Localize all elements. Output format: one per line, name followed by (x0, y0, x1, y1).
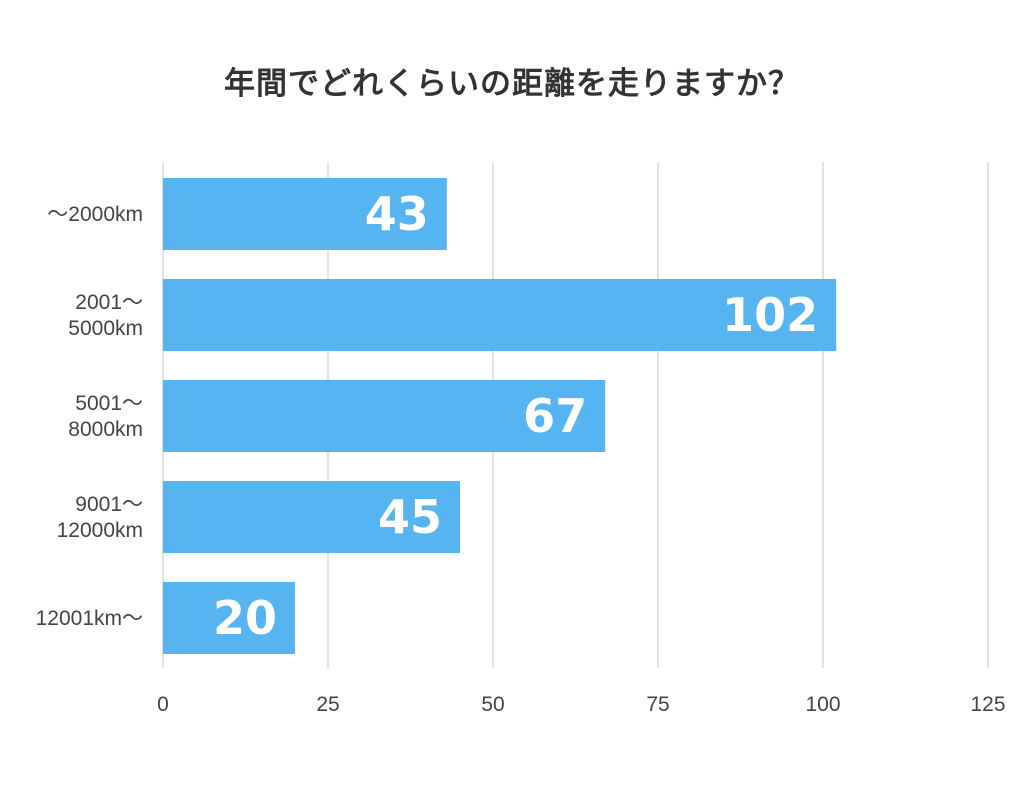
x-axis-tick-labels: 0 25 50 75 100 125 (157, 693, 1005, 716)
category-label-line: 8000km (68, 418, 143, 441)
bar (163, 380, 606, 452)
bar (163, 582, 295, 654)
bars (163, 178, 837, 654)
category-label: 9001〜 12000km (57, 493, 143, 542)
category-label-line: 9001〜 (75, 493, 143, 516)
chart-title: 年間でどれくらいの距離を走りますか？ (224, 66, 800, 102)
x-tick-label: 0 (157, 693, 169, 716)
bar (163, 178, 447, 250)
x-tick-label: 25 (316, 693, 339, 716)
category-label-line: 5000km (68, 317, 143, 340)
category-label-line: 〜2000km (47, 203, 143, 226)
category-label: 2001〜 5000km (68, 291, 143, 340)
category-label-line: 12001km〜 (36, 607, 143, 630)
bar-value-label: 67 (523, 389, 587, 443)
bar-value-label: 20 (213, 591, 277, 645)
bar-value-labels: 43 102 67 45 20 (213, 187, 818, 645)
bar (163, 279, 837, 351)
category-label: 12001km〜 (36, 607, 143, 630)
bar-value-label: 45 (378, 490, 442, 544)
bar (163, 481, 460, 553)
category-label-line: 2001〜 (75, 291, 143, 314)
x-tick-label: 75 (646, 693, 669, 716)
category-label-line: 12000km (57, 519, 143, 542)
category-labels: 〜2000km 2001〜 5000km 5001〜 8000km 9001〜 12000k… (36, 203, 143, 630)
category-label: 〜2000km (47, 203, 143, 226)
category-label-line: 5001〜 (75, 392, 143, 415)
x-tick-label: 100 (805, 693, 840, 716)
x-tick-label: 125 (970, 693, 1005, 716)
x-tick-label: 50 (481, 693, 504, 716)
bar-value-label: 43 (365, 187, 429, 241)
bar-value-label: 102 (722, 288, 818, 342)
category-label: 5001〜 8000km (68, 392, 143, 441)
